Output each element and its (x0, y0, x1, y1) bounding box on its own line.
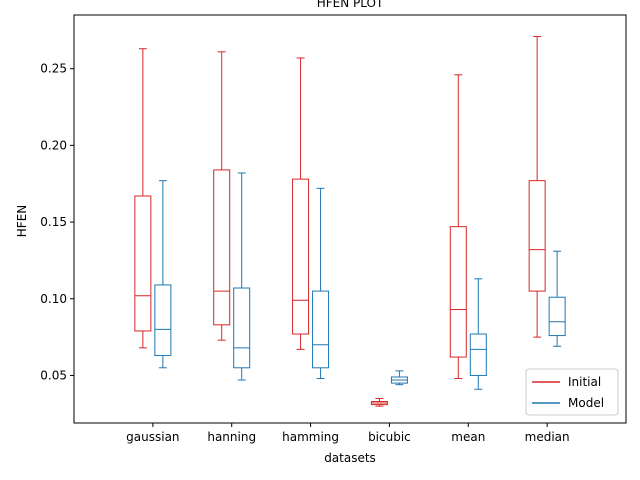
box-model (233, 172, 251, 381)
iqr-box (312, 290, 330, 369)
y-tick-label: 0.05 (40, 368, 67, 382)
box-initial (213, 51, 231, 341)
box-model (154, 180, 172, 369)
x-axis-label: datasets (324, 451, 376, 465)
plot-frame (73, 14, 627, 424)
box-initial (370, 397, 388, 407)
iqr-box (134, 195, 152, 332)
x-tick-label: gaussian (126, 430, 179, 444)
box-model (548, 250, 566, 347)
box-initial (449, 74, 467, 380)
iqr-box (528, 180, 546, 292)
box-initial (292, 57, 310, 350)
x-tick-label: mean (451, 430, 485, 444)
y-axis: 0.05 0.10 0.15 0.20 0.25 (40, 62, 74, 382)
chart-title: HFEN PLOT (317, 0, 384, 10)
x-tick-label: bicubic (368, 430, 411, 444)
iqr-box (154, 284, 172, 357)
legend-label-model: Model (568, 396, 604, 410)
x-tick-label: hanning (207, 430, 256, 444)
x-tick-label: hamming (282, 430, 339, 444)
y-tick-label: 0.20 (40, 138, 67, 152)
legend-label-initial: Initial (568, 375, 601, 389)
iqr-box (292, 178, 310, 335)
y-tick-label: 0.10 (40, 292, 67, 306)
y-tick-label: 0.15 (40, 215, 67, 229)
box-model (390, 370, 408, 386)
legend: Initial Model (525, 368, 619, 416)
iqr-box (213, 169, 231, 326)
x-tick-label: median (525, 430, 570, 444)
box-initial (528, 35, 546, 338)
iqr-box (233, 287, 251, 369)
box-initial (134, 48, 152, 349)
plot-area (134, 35, 566, 407)
iqr-box (449, 226, 467, 358)
y-tick-label: 0.25 (40, 62, 67, 76)
box-model (469, 278, 487, 390)
x-axis: gaussian hanning hamming bicubic mean median (126, 423, 570, 444)
box-model (312, 187, 330, 380)
y-axis-label: HFEN (15, 205, 29, 237)
iqr-box (469, 333, 487, 376)
iqr-box (548, 296, 566, 337)
